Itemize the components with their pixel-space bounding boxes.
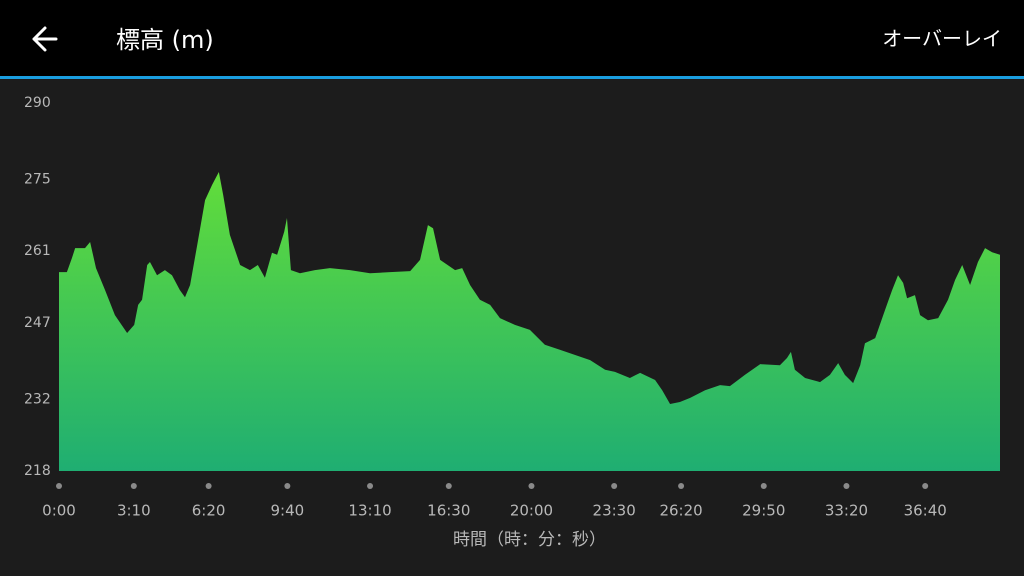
- y-tick-label: 247: [24, 315, 51, 331]
- x-tick-mark: [528, 483, 535, 489]
- x-tick-label: 20:00: [510, 502, 553, 520]
- x-axis-title: 時間（時：分：秒）: [453, 530, 606, 550]
- x-tick-label: 26:20: [659, 502, 702, 520]
- x-tick-label: 23:30: [593, 502, 636, 520]
- back-button[interactable]: [20, 16, 68, 62]
- x-tick-label: 0:00: [42, 502, 76, 520]
- x-tick-label: 9:40: [271, 502, 305, 520]
- back-arrow[interactable]: [32, 26, 58, 52]
- x-tick-mark: [922, 483, 929, 489]
- y-tick-label: 218: [24, 463, 51, 479]
- screen-title: 標高 (m): [116, 26, 214, 54]
- x-tick-mark: [611, 483, 618, 489]
- y-tick-label: 232: [24, 391, 51, 407]
- x-tick-mark: [367, 483, 374, 489]
- x-tick-mark: [678, 483, 685, 489]
- x-tick-label: 6:20: [192, 502, 226, 520]
- x-tick-label: 16:30: [427, 502, 470, 520]
- x-tick-mark: [445, 483, 452, 489]
- x-tick-label: 29:50: [742, 502, 785, 520]
- x-tick-label: 36:40: [904, 502, 947, 520]
- app-bar-accent: [0, 76, 1024, 79]
- overlay-button[interactable]: オーバーレイ: [882, 27, 1002, 51]
- x-tick-mark: [130, 483, 137, 489]
- x-tick-mark: [284, 483, 291, 489]
- x-tick-label: 33:20: [825, 502, 868, 520]
- app-bar: [0, 0, 1024, 76]
- y-tick-label: 290: [24, 95, 51, 111]
- x-tick-label: 3:10: [117, 502, 151, 520]
- x-tick-mark: [843, 483, 850, 489]
- y-tick-label: 275: [24, 172, 51, 188]
- chart: 218 232 247 261 275 290 0:00 3:10 6:20 9:40 13:10 1…: [24, 95, 1000, 550]
- x-tick-mark: [760, 483, 767, 489]
- x-tick-mark: [56, 483, 62, 489]
- x-tick-label: 13:10: [348, 502, 391, 520]
- x-tick-mark: [205, 483, 212, 489]
- elevation-area: [59, 172, 1000, 471]
- y-tick-label: 261: [24, 243, 51, 259]
